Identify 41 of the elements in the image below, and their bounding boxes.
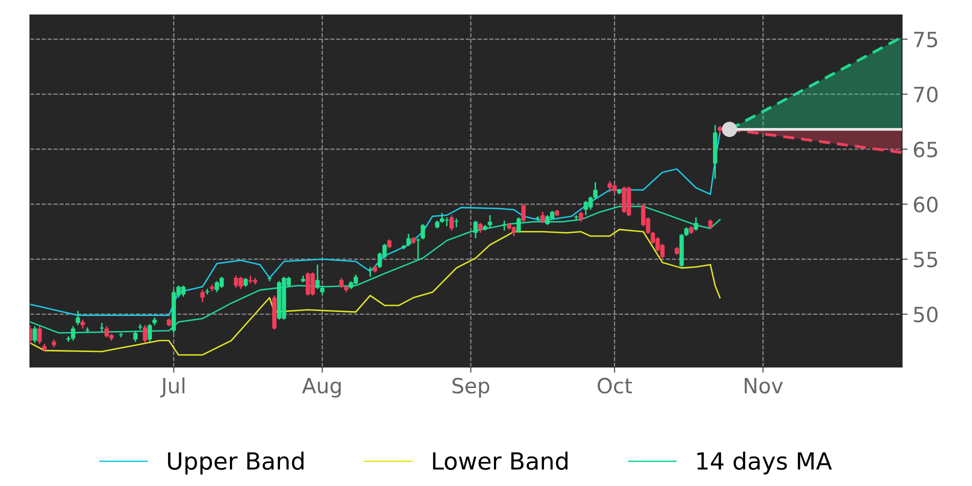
line-series — [30, 206, 721, 334]
candlestick — [142, 324, 148, 344]
candlestick — [32, 326, 37, 344]
candlestick — [694, 216, 698, 232]
candlestick — [200, 289, 205, 303]
x-tick-label: Oct — [598, 378, 632, 394]
candlestick — [70, 326, 76, 342]
y-tick-label: 75 — [914, 32, 938, 48]
candlestick — [339, 277, 344, 288]
y-tick-label: 55 — [914, 252, 938, 268]
y-tick-label: 70 — [914, 86, 938, 102]
candlestick — [516, 216, 521, 234]
candlestick — [37, 326, 42, 345]
candlestick — [76, 310, 80, 326]
legend-label: Lower Band — [433, 452, 568, 470]
candlestick — [100, 322, 104, 332]
candlestick — [420, 223, 426, 240]
legend-label: 14 days MA — [697, 452, 832, 474]
candlestick — [406, 233, 411, 247]
candlestick — [449, 214, 454, 232]
line-series — [30, 132, 721, 316]
candlestick — [148, 323, 152, 342]
candlestick — [478, 222, 483, 234]
candlestick — [521, 204, 526, 222]
candlestick — [502, 220, 506, 232]
y-tick-label: 50 — [914, 306, 938, 322]
x-tick-label: Nov — [744, 378, 783, 394]
candlestick — [315, 264, 320, 290]
x-tick-label: Aug — [302, 378, 341, 398]
x-tick-label: Jul — [160, 377, 184, 398]
legend-label: Upper Band — [168, 452, 304, 474]
candlestick — [578, 211, 584, 222]
line-series — [30, 228, 721, 356]
candlestick — [540, 211, 545, 224]
candlestick — [473, 220, 478, 239]
y-tick-label: 60 — [914, 196, 938, 212]
candlestick — [133, 330, 138, 342]
y-tick-label: 65 — [914, 142, 938, 158]
candlestick — [454, 218, 459, 228]
candlestick — [416, 238, 420, 261]
x-tick-label: Sep — [452, 378, 490, 398]
